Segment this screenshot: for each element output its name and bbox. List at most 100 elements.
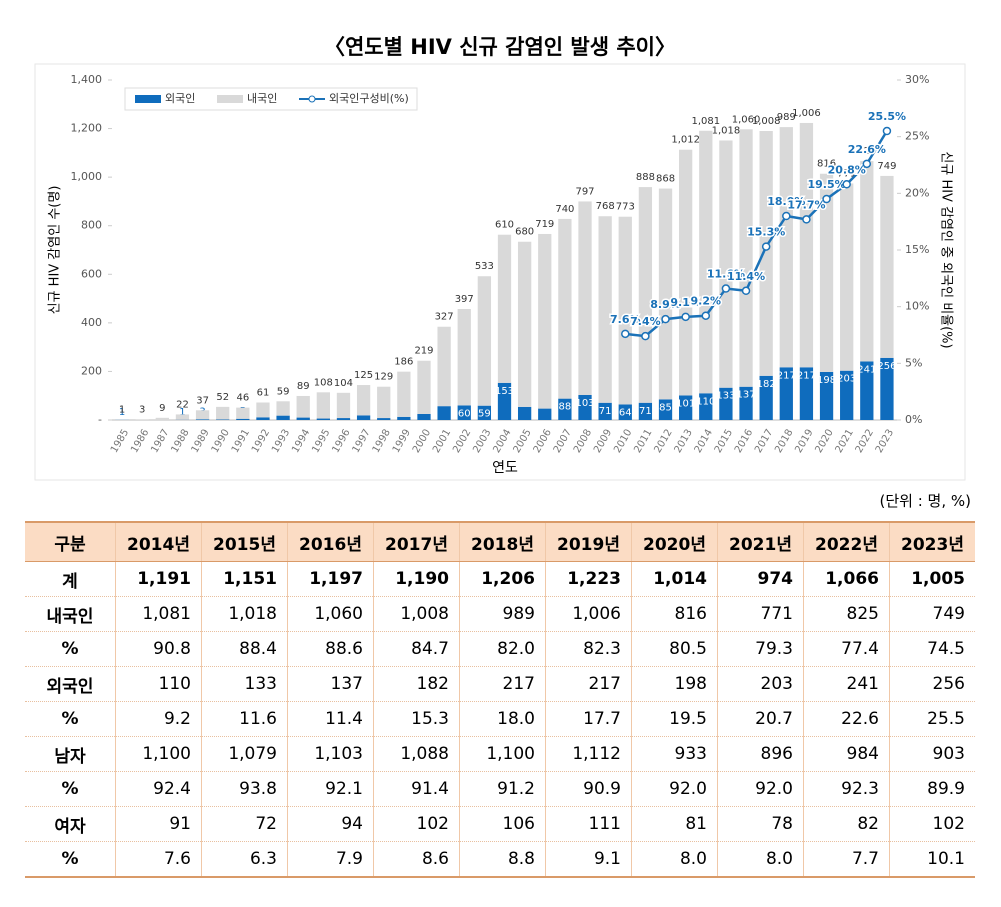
bar <box>256 402 270 418</box>
bar <box>296 417 310 420</box>
bar <box>658 399 673 420</box>
bar <box>819 173 834 372</box>
bar <box>840 183 854 371</box>
bar-label: 256 <box>877 361 896 372</box>
bar <box>699 393 713 420</box>
table-row: % 7.6 6.3 7.9 8.6 8.8 9.1 8.0 8.0 7.7 10.1 <box>25 841 975 878</box>
cell: 90.8 <box>115 631 202 667</box>
cell: 10.1 <box>889 841 975 878</box>
bar <box>497 234 512 383</box>
bar-label: 219 <box>414 346 433 357</box>
cell: 896 <box>717 736 804 772</box>
line-marker <box>822 194 831 204</box>
bar <box>336 418 351 420</box>
y-axis-title: 신규 HIV 감염인 수(명) <box>48 186 63 315</box>
x-tick-label: 2006 <box>532 428 554 456</box>
line-marker <box>862 159 872 169</box>
bar <box>739 129 753 387</box>
cell: 78 <box>717 806 804 842</box>
bar <box>417 360 431 414</box>
cell: 88.6 <box>287 631 374 667</box>
bar <box>256 417 270 420</box>
y-tick-label: 400 <box>81 316 102 329</box>
bar-label: 37 <box>196 395 209 406</box>
bar <box>397 416 411 420</box>
cell: 217 <box>545 666 632 702</box>
x-tick-label: 2022 <box>854 428 876 456</box>
cell: 1,197 <box>287 561 374 597</box>
cell: 93.8 <box>201 771 288 807</box>
cell: 79.3 <box>717 631 804 667</box>
header-cell: 2017년 <box>373 521 460 562</box>
bar-label: 103 <box>575 398 594 409</box>
bar-label: 768 <box>596 201 615 212</box>
line-label: 11.6% <box>707 268 745 281</box>
bar-label: 46 <box>236 393 249 404</box>
bar <box>195 419 210 420</box>
x-tick-label: 2003 <box>471 428 493 456</box>
row-label: 외국인 <box>25 666 116 702</box>
cell: 256 <box>889 666 975 702</box>
bar-label: 64 <box>619 407 632 418</box>
line-label: 19.5% <box>807 178 845 191</box>
cell: 18.0 <box>459 701 546 737</box>
line-label: 9.2% <box>691 295 722 308</box>
cell: 7.6 <box>115 841 202 878</box>
cell: 15.3 <box>373 701 460 737</box>
bar <box>578 201 592 395</box>
cell: 7.7 <box>803 841 890 878</box>
cell: 22.6 <box>803 701 890 737</box>
row-label: % <box>25 631 116 667</box>
bar-label: 740 <box>555 204 574 215</box>
x-tick-label: 1991 <box>230 428 252 456</box>
bar <box>679 149 693 396</box>
row-label: 계 <box>25 561 116 597</box>
bar-label: 3 <box>139 404 145 415</box>
legend-box <box>124 87 418 111</box>
y2-tick-label: 0% <box>905 413 922 426</box>
cell: 11.6 <box>201 701 288 737</box>
cell: 771 <box>717 596 804 632</box>
cell: 1,103 <box>287 736 374 772</box>
cell: 92.1 <box>287 771 374 807</box>
cell: 198 <box>631 666 718 702</box>
bar <box>679 395 693 420</box>
bar-label: 217 <box>777 370 796 381</box>
data-table: 구분 2014년 2015년 2016년 2017년 2018년 2019년 2020년 202… <box>25 521 975 878</box>
x-tick-label: 2002 <box>451 428 473 456</box>
cell: 1,014 <box>631 561 718 597</box>
y2-tick-label: 25% <box>905 130 929 143</box>
cell: 984 <box>803 736 890 772</box>
cell: 974 <box>717 561 804 597</box>
x-axis-title: 연도 <box>492 460 518 476</box>
cell: 1,005 <box>889 561 975 597</box>
cell: 17.7 <box>545 701 632 737</box>
bar-label: 137 <box>736 390 755 401</box>
bar <box>699 130 713 394</box>
bar <box>336 392 351 419</box>
bar-label: 773 <box>616 202 635 213</box>
bar <box>819 371 834 420</box>
bar-label: 104 <box>334 378 353 389</box>
y-tick-label: 600 <box>81 267 102 280</box>
cell: 182 <box>373 666 460 702</box>
cell: 11.4 <box>287 701 374 737</box>
x-tick-label: 2023 <box>874 428 896 456</box>
y-tick-label: 1,400 <box>71 73 103 86</box>
bar-label: 9 <box>159 403 165 414</box>
header-cell: 2022년 <box>803 521 890 562</box>
y-tick-label: 1,200 <box>71 122 103 135</box>
line-marker <box>782 211 791 221</box>
bar-label: 108 <box>314 377 333 388</box>
line-label: 15.3% <box>747 226 785 239</box>
bar <box>276 401 290 416</box>
bar <box>840 370 854 420</box>
bar <box>457 309 471 406</box>
row-label: 여자 <box>25 806 116 842</box>
bar <box>216 406 230 420</box>
cell: 72 <box>201 806 288 842</box>
x-tick-label: 1995 <box>310 428 332 456</box>
bar-label: 868 <box>656 174 675 185</box>
cell: 241 <box>803 666 890 702</box>
